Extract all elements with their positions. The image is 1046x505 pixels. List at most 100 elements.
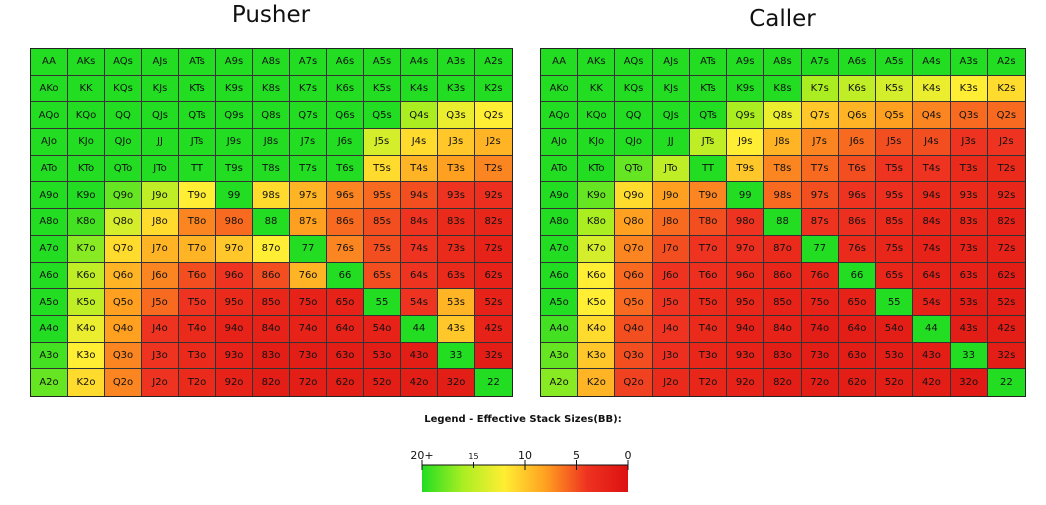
pusher-cell-A5s: A5s [364, 49, 401, 76]
pusher-cell-73o: 73o [290, 342, 327, 370]
caller-cell-93s: 93s [950, 182, 988, 210]
pusher-cell-Q8o: Q8o [105, 209, 142, 236]
pusher-cell-54s: 54s [401, 289, 438, 316]
caller-cell-43s: 43s [950, 315, 988, 343]
caller-cell-J8o: J8o [652, 209, 690, 236]
caller-cell-JTs: JTs [689, 129, 728, 156]
pusher-cell-T6s: T6s [327, 155, 364, 183]
caller-cell-K3o: K3o [578, 342, 616, 370]
caller-cell-J5s: J5s [876, 129, 914, 156]
pusher-cell-76s: 76s [327, 235, 364, 263]
pusher-cell-53s: 53s [438, 289, 475, 316]
pusher-cell-74o: 74o [290, 315, 327, 343]
caller-cell-Q7s: Q7s [801, 102, 839, 130]
caller-cell-KK: KK [578, 75, 616, 103]
pusher-cell-Q4o: Q4o [105, 315, 142, 343]
caller-cell-KQo: KQo [578, 102, 616, 130]
pusher-cell-92s: 92s [475, 182, 512, 210]
caller-cell-86o: 86o [764, 262, 802, 290]
pusher-cell-T8s: T8s [253, 155, 290, 183]
caller-cell-QJs: QJs [652, 102, 690, 130]
caller-cell-92o: 92o [727, 369, 765, 396]
caller-cell-J3o: J3o [652, 342, 690, 370]
pusher-cell-K8o: K8o [68, 209, 105, 236]
pusher-cell-T5o: T5o [179, 289, 216, 316]
caller-cell-97o: 97o [727, 235, 765, 263]
caller-cell-KJs: KJs [652, 75, 690, 103]
caller-cell-K4o: K4o [578, 315, 616, 343]
pusher-cell-64o: 64o [327, 315, 364, 343]
caller-cell-76o: 76o [801, 262, 839, 290]
caller-cell-82o: 82o [764, 369, 802, 396]
caller-cell-T5s: T5s [876, 155, 914, 183]
caller-grid: AA AKs AQs AJs ATs A9s A8s A7s A6s A5s A4s A3s A2s AK… [540, 48, 1026, 397]
caller-title: Caller [749, 6, 816, 32]
caller-cell-A8o: A8o [541, 209, 579, 236]
caller-cell-94s: 94s [913, 182, 951, 210]
pusher-cell-82s: 82s [475, 209, 512, 236]
caller-cell-AQo: AQo [541, 102, 579, 130]
caller-cell-84o: 84o [764, 315, 802, 343]
caller-cell-Q4s: Q4s [913, 102, 951, 130]
pusher-cell-K3o: K3o [68, 342, 105, 370]
pusher-cell-A2o: A2o [31, 369, 68, 396]
caller-cell-64o: 64o [838, 315, 877, 343]
pusher-cell-A9o: A9o [31, 182, 68, 210]
pusher-cell-KTs: KTs [179, 75, 216, 103]
caller-cell-QQ: QQ [615, 102, 653, 130]
caller-cell-T7s: T7s [801, 155, 839, 183]
pusher-cell-A2s: A2s [475, 49, 512, 76]
pusher-cell-K5o: K5o [68, 289, 105, 316]
caller-cell-95s: 95s [876, 182, 914, 210]
caller-cell-K3s: K3s [950, 75, 988, 103]
pusher-cell-K3s: K3s [438, 75, 475, 103]
pusher-cell-84s: 84s [401, 209, 438, 236]
pusher-cell-AJs: AJs [142, 49, 179, 76]
caller-cell-A6s: A6s [838, 49, 877, 76]
caller-cell-ATs: ATs [689, 49, 728, 76]
pusher-cell-K2s: K2s [475, 75, 512, 103]
pusher-cell-T3o: T3o [179, 342, 216, 370]
pusher-cell-Q2o: Q2o [105, 369, 142, 396]
pusher-cell-86s: 86s [327, 209, 364, 236]
caller-cell-J2o: J2o [652, 369, 690, 396]
caller-cell-A4s: A4s [913, 49, 951, 76]
caller-cell-J6s: J6s [838, 129, 877, 156]
pusher-cell-Q7s: Q7s [290, 102, 327, 130]
pusher-title: Pusher [231, 2, 311, 28]
pusher-cell-K7s: K7s [290, 75, 327, 103]
pusher-cell-Q5s: Q5s [364, 102, 401, 130]
pusher-cell-87o: 87o [253, 235, 290, 263]
pusher-cell-43o: 43o [401, 342, 438, 370]
caller-cell-T6s: T6s [838, 155, 877, 183]
caller-cell-J5o: J5o [652, 289, 690, 316]
pusher-cell-A4s: A4s [401, 49, 438, 76]
pusher-cell-44: 44 [401, 315, 438, 343]
legend-tick-label-0: 0 [625, 449, 632, 462]
legend-tick-label-15: 15 [468, 452, 478, 461]
caller-cell-74s: 74s [913, 235, 951, 263]
legend-tick-label-5: 5 [573, 449, 580, 462]
caller-cell-A5s: A5s [876, 49, 914, 76]
pusher-cell-62s: 62s [475, 262, 512, 290]
pusher-cell-Q8s: Q8s [253, 102, 290, 130]
caller-cell-K4s: K4s [913, 75, 951, 103]
pusher-cell-KJo: KJo [68, 129, 105, 156]
caller-cell-AJs: AJs [652, 49, 690, 76]
caller-cell-KJo: KJo [578, 129, 616, 156]
pusher-cell-AA: AA [31, 49, 68, 76]
caller-cell-75s: 75s [876, 235, 914, 263]
pusher-cell-J4o: J4o [142, 315, 179, 343]
pusher-cell-65o: 65o [327, 289, 364, 316]
caller-cell-QTs: QTs [689, 102, 728, 130]
pusher-cell-QTs: QTs [179, 102, 216, 130]
caller-cell-77: 77 [801, 235, 839, 263]
caller-cell-93o: 93o [727, 342, 765, 370]
pusher-cell-T6o: T6o [179, 262, 216, 290]
caller-cell-K8o: K8o [578, 209, 616, 236]
caller-cell-K8s: K8s [764, 75, 802, 103]
pusher-cell-T8o: T8o [179, 209, 216, 236]
caller-cell-K2s: K2s [987, 75, 1025, 103]
pusher-cell-54o: 54o [364, 315, 401, 343]
caller-cell-J4o: J4o [652, 315, 690, 343]
